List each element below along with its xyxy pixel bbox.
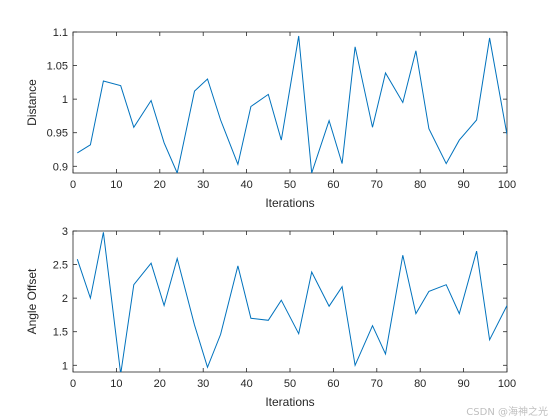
angle-offset-subplot: 0 10 20 30 40 50 60 70 80 90 100 1 1.5 2 2.5 3 Iteration… [25,226,516,409]
x-tick-label: 50 [284,179,296,191]
y-tick-label: 2.5 [53,260,68,272]
x-tick-label: 40 [240,179,252,191]
data-series-line [76,232,507,372]
x-tick-label: 70 [371,179,383,191]
y-tick-label: 2 [62,293,68,305]
x-tick-label: 10 [110,179,122,191]
y-tick-label: 3 [62,226,68,238]
x-tick-label: 80 [414,179,426,191]
y-tick-label: 0.95 [47,128,68,140]
x-tick-label: 100 [498,179,516,191]
x-tick-label: 60 [327,378,339,390]
axes-box [72,31,508,174]
x-axis-label: Iterations [265,395,314,409]
data-series-line [77,35,507,173]
y-tick-label: 1.1 [53,27,68,39]
x-tick-label: 20 [154,378,166,390]
y-tick-label: 1.05 [47,61,68,73]
y-axis-label: Angle Offset [25,268,39,334]
x-tick-label: 100 [498,378,516,390]
y-tick-label: 1 [62,94,68,106]
y-tick-label: 0.9 [53,161,68,173]
x-tick-label: 50 [284,378,296,390]
axes-box [72,230,508,373]
x-tick-label: 40 [240,378,252,390]
y-tick-label: 1 [62,360,68,372]
x-axis-label: Iterations [265,196,314,210]
x-tick-label: 30 [197,179,209,191]
x-tick-label: 80 [414,378,426,390]
x-tick-label: 20 [154,179,166,191]
distance-subplot: 0 10 20 30 40 50 60 70 80 90 100 0.9 0.95 1 1.05 1.1 Ite… [25,27,516,210]
x-tick-label: 90 [457,179,469,191]
x-tick-label: 70 [371,378,383,390]
x-tick-label: 60 [327,179,339,191]
x-tick-label: 90 [457,378,469,390]
x-tick-label: 10 [110,378,122,390]
x-tick-label: 30 [197,378,209,390]
x-tick-label: 0 [70,378,76,390]
y-tick-label: 1.5 [53,327,68,339]
x-tick-label: 0 [70,179,76,191]
watermark: CSDN @海神之光 [466,407,548,418]
y-axis-label: Distance [25,79,39,126]
